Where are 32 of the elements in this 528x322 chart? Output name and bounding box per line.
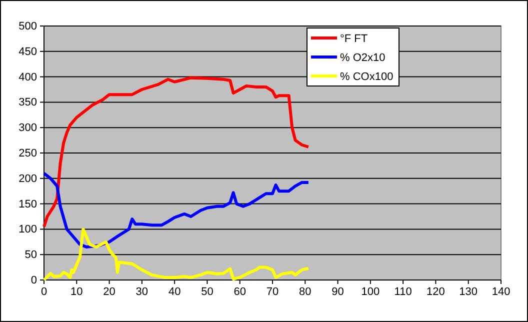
- y-tick-label: 50: [24, 249, 37, 262]
- x-tick-label: 10: [70, 286, 83, 298]
- y-tick-label: 400: [18, 71, 37, 84]
- x-tick-label: 40: [168, 286, 181, 298]
- x-tick-label: 60: [234, 286, 246, 298]
- line-series: [42, 76, 310, 228]
- y-tick-label: 350: [18, 96, 37, 109]
- x-tick-label: 20: [103, 286, 116, 298]
- x-tick-label: 110: [394, 286, 412, 298]
- x-tick-label: 30: [136, 286, 148, 298]
- x-tick-label: 80: [299, 286, 312, 298]
- x-tick-label: 90: [332, 286, 344, 298]
- y-tick-label: 300: [18, 122, 37, 134]
- x-tick-label: 100: [361, 286, 380, 298]
- y-tick-label: 0: [30, 274, 37, 287]
- legend-label: °F FT: [340, 33, 368, 45]
- x-tick-label: 70: [266, 286, 279, 298]
- y-tick-label: 500: [18, 20, 37, 33]
- y-tick-label: 100: [18, 224, 37, 236]
- line-series: [42, 172, 310, 248]
- legend-label: % COx100: [340, 71, 394, 83]
- legend-label: % O2x10: [340, 52, 386, 64]
- x-tick-label: 130: [459, 286, 478, 298]
- x-tick-label: 50: [201, 286, 214, 298]
- y-tick-label: 200: [18, 172, 37, 185]
- y-tick-label: 450: [18, 46, 37, 58]
- y-tick-label: 250: [18, 148, 37, 160]
- y-tick-label: 150: [18, 198, 37, 210]
- x-tick-label: 0: [40, 286, 48, 298]
- line-series: [42, 228, 310, 282]
- x-tick-label: 140: [492, 286, 510, 298]
- x-tick-label: 120: [426, 286, 445, 298]
